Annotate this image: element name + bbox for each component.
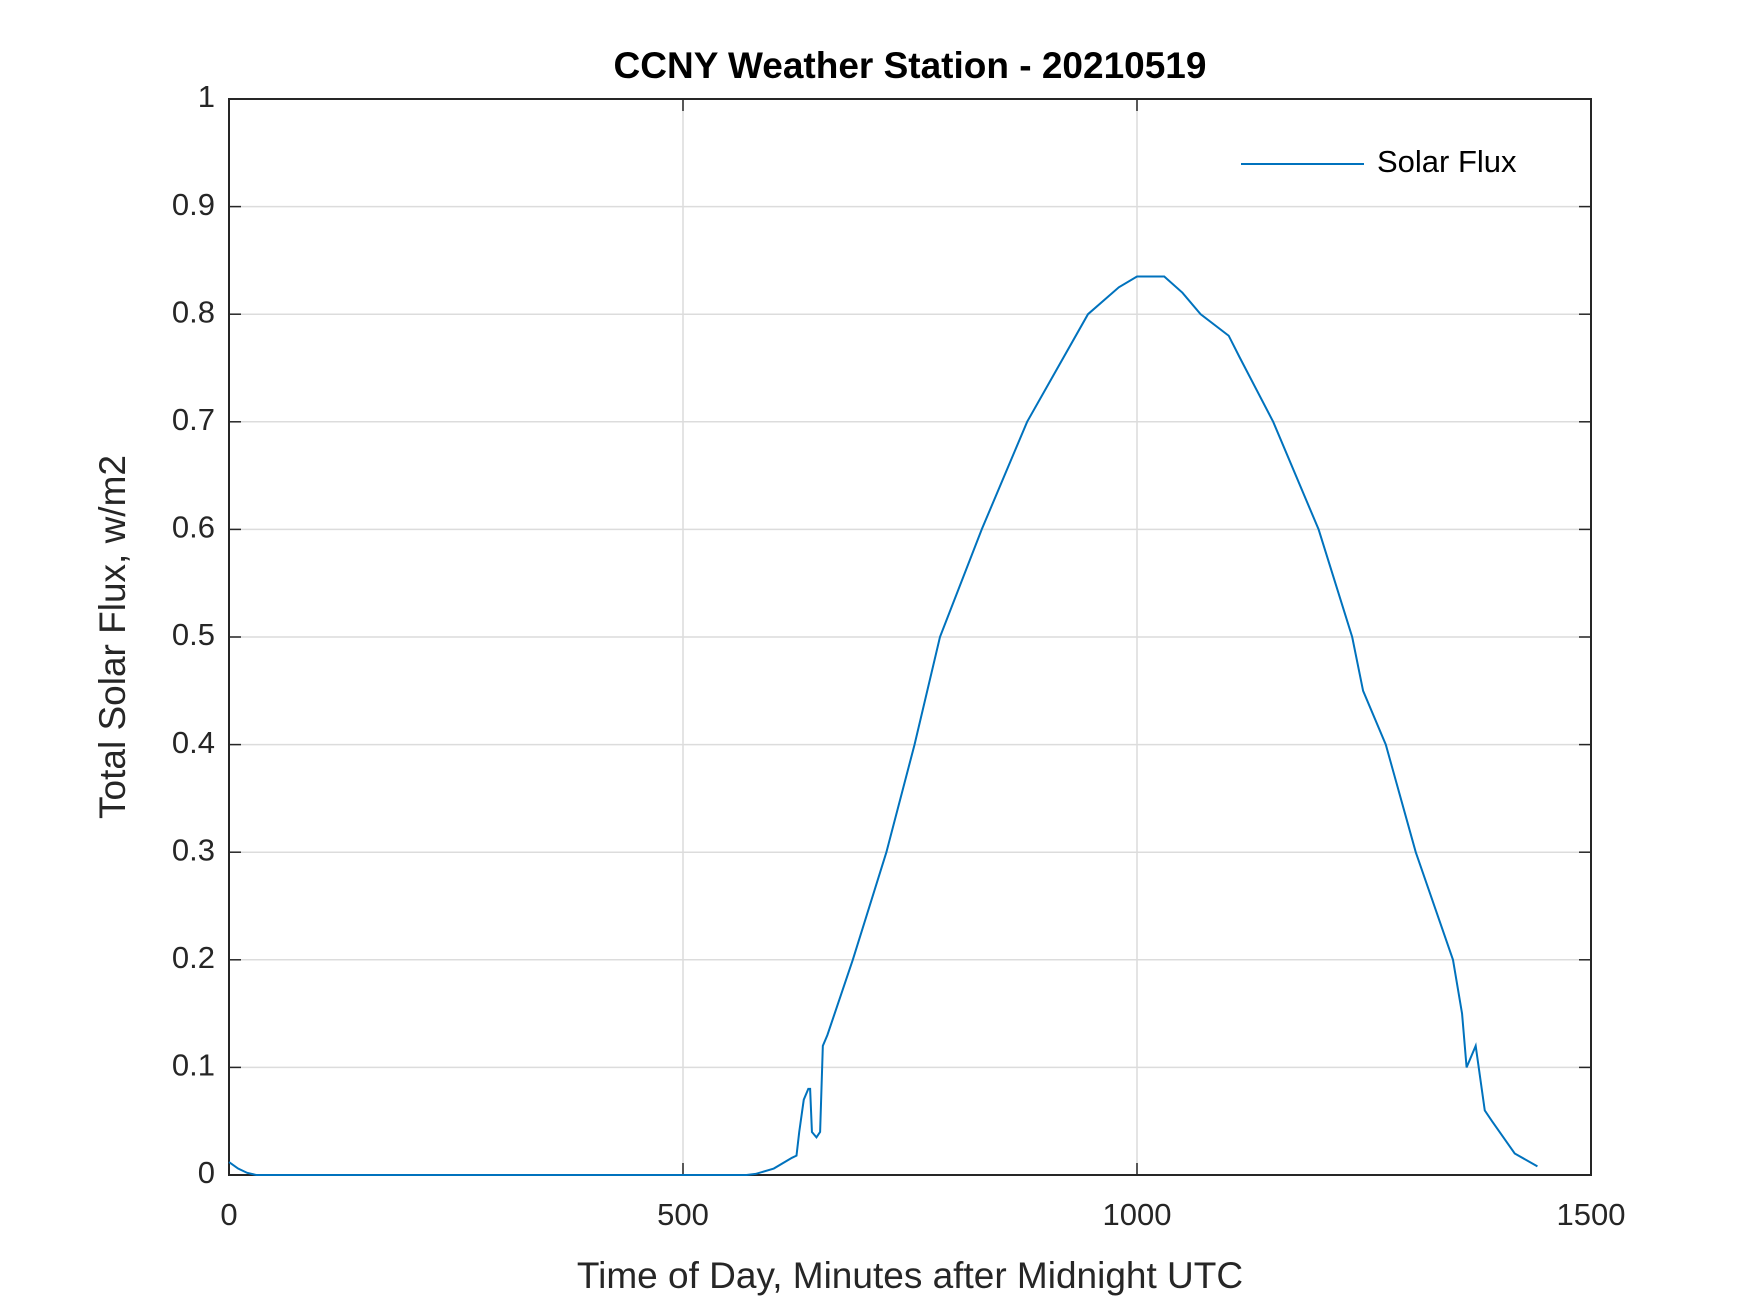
y-tick-label: 0.8: [172, 294, 215, 329]
y-tick-label: 0.7: [172, 402, 215, 437]
legend-label: Solar Flux: [1377, 144, 1517, 179]
x-axis-label: Time of Day, Minutes after Midnight UTC: [577, 1255, 1243, 1296]
chart-title: CCNY Weather Station - 20210519: [614, 45, 1207, 86]
y-tick-label: 0: [198, 1155, 215, 1190]
y-tick-label: 0.5: [172, 617, 215, 652]
y-tick-label: 0.9: [172, 187, 215, 222]
y-tick-label: 0.4: [172, 725, 215, 760]
y-tick-label: 0.2: [172, 940, 215, 975]
y-tick-label: 0.3: [172, 832, 215, 867]
x-tick-label: 1500: [1557, 1197, 1626, 1232]
y-axis-label: Total Solar Flux, w/m2: [92, 455, 133, 819]
x-tick-label: 500: [657, 1197, 709, 1232]
y-tick-label: 1: [198, 79, 215, 114]
y-tick-label: 0.6: [172, 510, 215, 545]
data-line: [228, 275, 1538, 1176]
y-tick-label: 0.1: [172, 1048, 215, 1083]
x-tick-label: 1000: [1103, 1197, 1172, 1232]
x-tick-label: 0: [220, 1197, 237, 1232]
plot-frame: [228, 98, 1592, 1176]
